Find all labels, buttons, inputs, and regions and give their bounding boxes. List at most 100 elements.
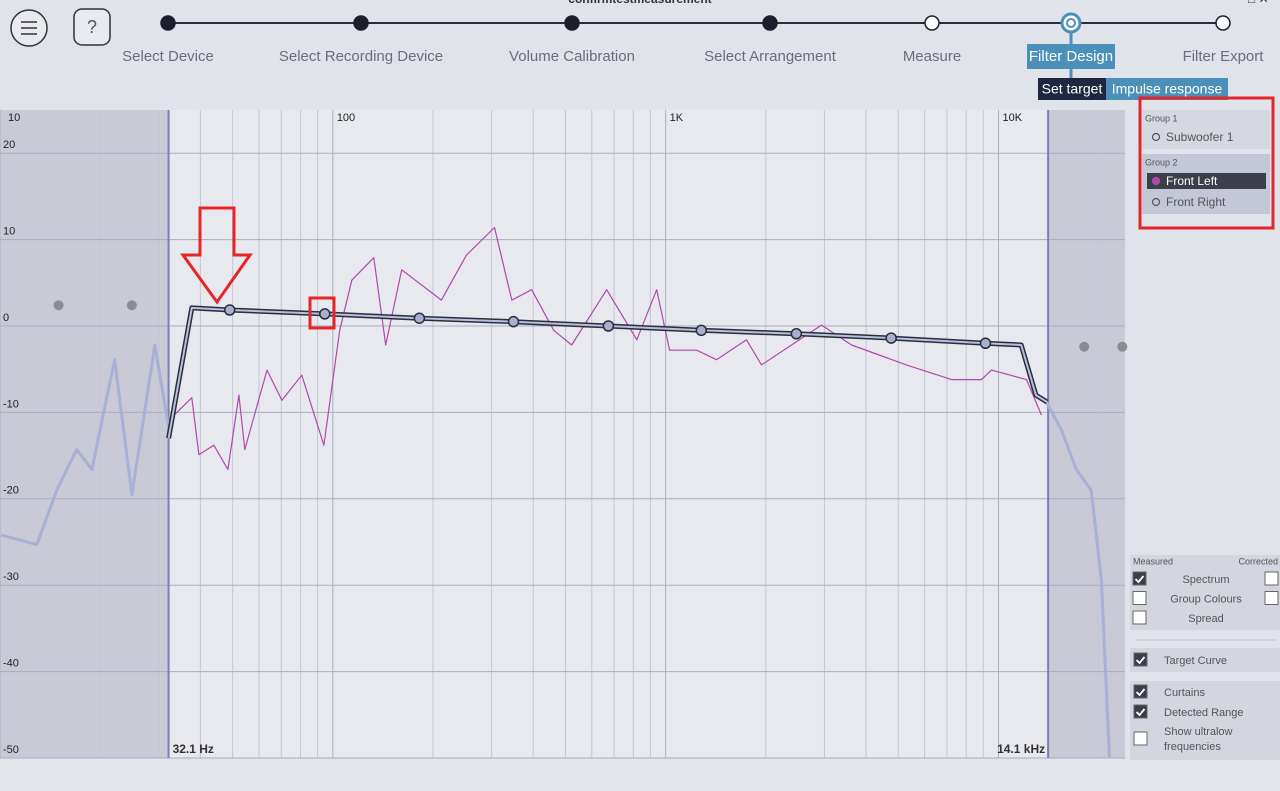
annotation-box bbox=[308, 296, 336, 330]
step-label[interactable]: Filter Export bbox=[1183, 48, 1265, 65]
checkbox[interactable] bbox=[1133, 704, 1148, 719]
step-label[interactable]: Volume Calibration bbox=[509, 48, 635, 65]
target-handle[interactable] bbox=[507, 315, 520, 328]
target-handle[interactable] bbox=[319, 308, 331, 320]
item-label[interactable]: Subwoofer 1 bbox=[1166, 130, 1234, 144]
step-label[interactable]: Select Recording Device bbox=[279, 48, 443, 65]
target-handle[interactable] bbox=[602, 320, 615, 332]
step-dot[interactable] bbox=[564, 15, 580, 31]
inactive-handle[interactable] bbox=[53, 300, 64, 311]
group-name: Group 1 bbox=[1145, 113, 1178, 123]
display-box bbox=[1130, 555, 1280, 630]
tab[interactable] bbox=[1106, 78, 1228, 100]
target-handle[interactable] bbox=[413, 312, 426, 324]
curtain-label: 14.1 kHz bbox=[997, 742, 1045, 756]
x-tick-label: 100 bbox=[337, 112, 355, 124]
inactive-handle[interactable] bbox=[126, 300, 137, 311]
option-label: Spectrum bbox=[1182, 574, 1229, 586]
checkbox[interactable] bbox=[1133, 731, 1148, 746]
window-controls[interactable]: □ ✕ bbox=[1248, 0, 1269, 6]
item-highlight[interactable] bbox=[1147, 173, 1266, 189]
tab[interactable] bbox=[1038, 78, 1106, 100]
step-dot-inner[interactable] bbox=[1066, 18, 1076, 28]
option-label: Show ultralow frequencies bbox=[1164, 726, 1233, 753]
step-label[interactable]: Filter Design bbox=[1029, 48, 1113, 65]
column-header: Corrected bbox=[1238, 556, 1278, 566]
step-dot[interactable] bbox=[762, 15, 778, 31]
help-button[interactable] bbox=[73, 8, 111, 46]
options-box bbox=[1130, 648, 1280, 672]
side-panel: Group 1 Subwoofer 1 Group 2 Front Left Front… bbox=[1130, 110, 1280, 760]
step-label[interactable]: Select Arrangement bbox=[704, 48, 837, 65]
plot-background bbox=[0, 110, 1125, 758]
item-label[interactable]: Front Left bbox=[1166, 174, 1218, 188]
item-dot[interactable] bbox=[1151, 176, 1161, 186]
checkbox[interactable] bbox=[1132, 591, 1147, 605]
x-tick-label: 10K bbox=[1002, 112, 1022, 124]
footer-bar bbox=[0, 758, 1280, 791]
curtain bbox=[1048, 110, 1125, 758]
step-label[interactable]: Measure bbox=[903, 48, 961, 65]
inactive-handle[interactable] bbox=[1117, 341, 1128, 352]
checkmark[interactable] bbox=[1135, 688, 1146, 697]
tab-label[interactable]: Set target bbox=[1042, 81, 1103, 97]
step-highlight bbox=[1027, 44, 1115, 69]
y-tick-label: -10 bbox=[3, 398, 19, 410]
checkmark[interactable] bbox=[1135, 708, 1146, 717]
x-tick-label: 1K bbox=[670, 112, 684, 124]
checkbox[interactable] bbox=[1133, 684, 1148, 699]
steps: Select Device Select Recording Device Volu… bbox=[122, 12, 1265, 100]
measured-response bbox=[168, 226, 1042, 470]
option-label: Curtains bbox=[1164, 687, 1205, 699]
step-dot[interactable] bbox=[160, 15, 176, 31]
option-label: Group Colours bbox=[1170, 593, 1242, 605]
annotation-arrow bbox=[180, 206, 253, 305]
y-tick-label: -40 bbox=[3, 658, 19, 670]
item-label[interactable]: Front Right bbox=[1166, 195, 1226, 209]
checkbox[interactable] bbox=[1132, 571, 1147, 586]
y-tick-label: -30 bbox=[3, 571, 19, 583]
curtain bbox=[0, 110, 169, 758]
item-dot[interactable] bbox=[1151, 132, 1161, 142]
option-label: Target Curve bbox=[1164, 655, 1227, 667]
step-dot[interactable] bbox=[1215, 15, 1231, 31]
target-curve bbox=[167, 306, 1048, 439]
x-tick-label: 10 bbox=[8, 112, 20, 124]
target-handle[interactable] bbox=[223, 304, 236, 316]
help-label[interactable]: ? bbox=[87, 17, 97, 37]
extended-response bbox=[1, 343, 1111, 758]
y-tick-label: -50 bbox=[3, 744, 19, 756]
option-label: Spread bbox=[1188, 613, 1223, 625]
y-tick-label: 0 bbox=[3, 312, 9, 324]
step-dot[interactable] bbox=[924, 15, 940, 31]
tab-label[interactable]: Impulse response bbox=[1112, 81, 1223, 97]
column-header: Measured bbox=[1133, 556, 1173, 566]
checkbox[interactable] bbox=[1132, 610, 1147, 625]
step-label[interactable]: Select Device bbox=[122, 48, 214, 65]
group-box bbox=[1142, 110, 1270, 149]
curtain-label: 32.1 Hz bbox=[173, 742, 214, 756]
menu-button[interactable] bbox=[10, 9, 48, 47]
target-handle[interactable] bbox=[885, 332, 897, 344]
target-handle[interactable] bbox=[790, 328, 803, 340]
y-tick-label: 20 bbox=[3, 139, 15, 151]
checkmark[interactable] bbox=[1134, 575, 1145, 584]
inactive-handle[interactable] bbox=[1079, 341, 1090, 352]
y-tick-label: -20 bbox=[3, 485, 19, 497]
window-title: confirmtestmeasurement bbox=[568, 0, 711, 6]
target-handle[interactable] bbox=[695, 324, 708, 337]
options-box bbox=[1130, 681, 1280, 760]
checkbox[interactable] bbox=[1133, 652, 1148, 667]
annotation-box bbox=[1138, 96, 1275, 230]
checkmark[interactable] bbox=[1135, 656, 1146, 665]
checkbox[interactable] bbox=[1264, 571, 1279, 586]
checkbox[interactable] bbox=[1264, 591, 1279, 605]
option-label: Detected Range bbox=[1164, 707, 1244, 719]
target-handle[interactable] bbox=[979, 337, 992, 350]
item-dot[interactable] bbox=[1151, 197, 1161, 207]
y-tick-label: 10 bbox=[3, 226, 15, 238]
step-dot[interactable] bbox=[353, 15, 369, 31]
